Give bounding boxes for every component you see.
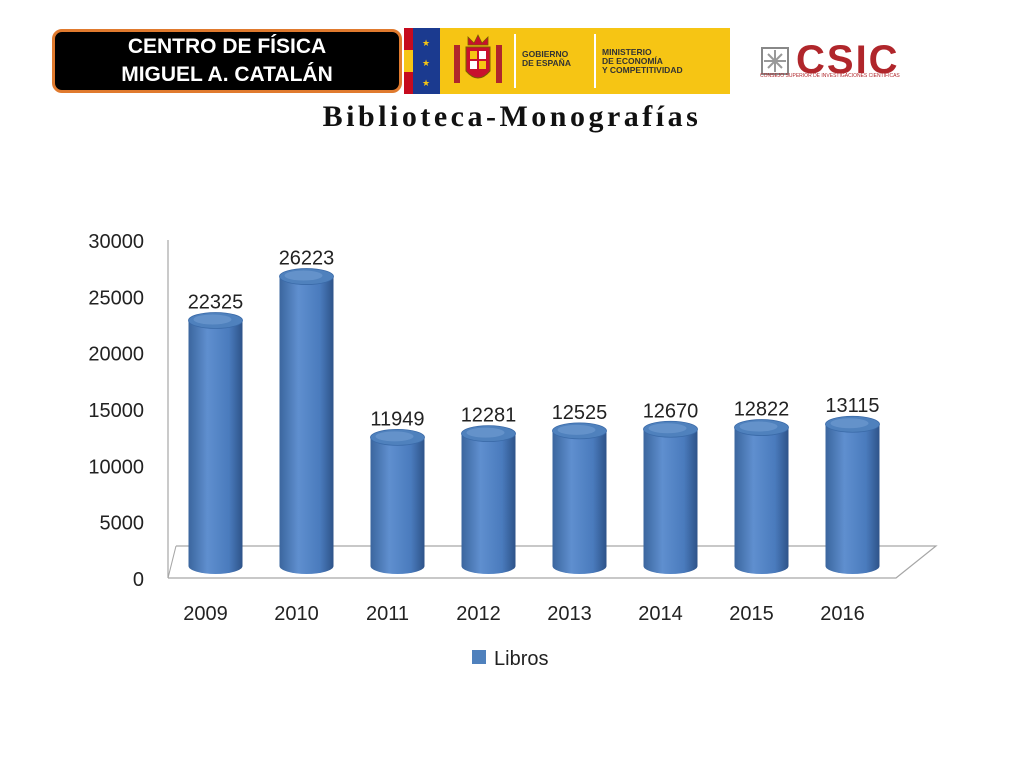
header: CENTRO DE FÍSICA MIGUEL A. CATALÁN ★ ★ ★… [0,0,1024,100]
y-tick-label: 10000 [88,456,144,478]
data-label: 12525 [552,402,608,424]
page-title: Biblioteca-Monografías [322,100,702,133]
government-label-line2: DE ESPAÑA [522,58,571,68]
center-name-line1: CENTRO DE FÍSICA [127,35,327,58]
data-label: 12281 [461,405,517,427]
bar-series [188,268,880,574]
data-label: 26223 [279,248,335,270]
axis-floor-left [167,545,177,579]
csic-logo: CSIC CONSEJO SUPERIOR DE INVESTIGACIONES… [758,40,938,80]
ministry-label-line2: DE ECONOMÍA [602,56,663,66]
x-category-label: 2012 [456,603,501,625]
government-logo: ★ ★ ★ GOBIERNO DE ESPAÑA MINISTERIO DE E… [404,28,730,94]
bar [825,415,880,574]
x-category-label: 2016 [820,603,865,625]
data-label: 12670 [643,400,699,422]
bar [461,425,516,574]
y-tick-label: 5000 [100,513,145,535]
x-category-label: 2015 [729,603,774,625]
y-tick-label: 0 [133,569,144,591]
x-category-label: 2009 [183,603,228,625]
svg-text:★: ★ [422,78,430,88]
x-category-label: 2013 [547,603,592,625]
y-tick-label: 20000 [88,344,144,366]
bar [370,428,425,574]
bar [643,420,698,574]
center-name-box: CENTRO DE FÍSICA MIGUEL A. CATALÁN [52,29,402,93]
chart-legend: Libros [472,648,548,670]
svg-text:★: ★ [422,38,430,48]
government-label-line1: GOBIERNO [522,49,569,59]
data-labels: 22325 26223 11949 12281 12525 12670 12822 13115 [188,248,880,431]
csic-wordmark: CSIC [796,38,900,82]
ministry-label-line3: Y COMPETITIVIDAD [602,65,683,75]
bar [552,422,607,574]
center-name-line2: MIGUEL A. CATALÁN [121,63,333,86]
y-axis-ticks: 0 5000 10000 15000 20000 25000 30000 [88,231,144,591]
x-category-label: 2014 [638,603,683,625]
data-label: 22325 [188,291,244,313]
legend-label: Libros [494,648,548,670]
y-tick-label: 15000 [88,400,144,422]
y-tick-label: 30000 [88,231,144,253]
csic-emblem-icon [761,47,789,75]
x-axis-labels: 2009 2010 2011 2012 2013 2014 2015 2016 [183,603,865,625]
bar [188,312,243,574]
svg-text:★: ★ [422,58,430,68]
x-category-label: 2011 [366,603,409,625]
bar [279,268,334,574]
bar [734,419,789,574]
data-label: 12822 [734,399,790,421]
csic-subtitle: CONSEJO SUPERIOR DE INVESTIGACIONES CIEN… [760,73,900,79]
data-label: 13115 [825,395,879,417]
eu-flag-icon: ★ ★ ★ [404,28,440,94]
coat-of-arms-icon [454,34,502,83]
y-tick-label: 25000 [88,287,144,309]
x-category-label: 2010 [274,603,319,625]
legend-swatch [472,650,486,664]
ministry-label-line1: MINISTERIO [602,47,652,57]
data-label: 11949 [370,408,424,430]
